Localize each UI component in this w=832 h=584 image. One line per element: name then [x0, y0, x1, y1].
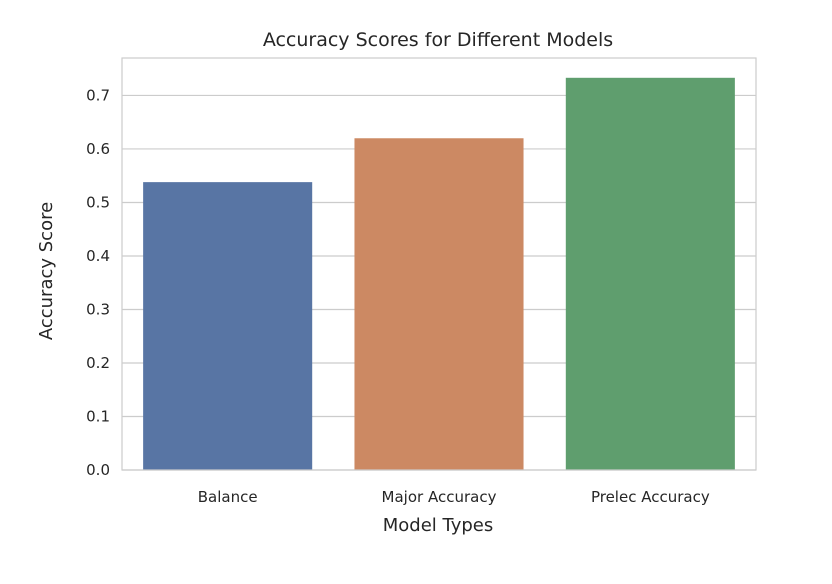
y-tick-label: 0.4 [86, 247, 110, 265]
plot-frame [121, 57, 757, 471]
y-tick-label: 0.7 [86, 86, 110, 104]
y-tick-label: 0.5 [86, 193, 110, 211]
x-tick-label: Major Accuracy [382, 488, 497, 506]
bar [354, 138, 524, 470]
bar [143, 182, 313, 470]
y-tick-labels: 0.0 0.1 0.2 0.3 0.4 0.5 0.6 0.7 [86, 86, 110, 479]
bar [565, 77, 735, 471]
x-tick-labels: Balance Major Accuracy Prelec Accuracy [198, 488, 710, 506]
bars [143, 77, 735, 471]
x-tick-label: Prelec Accuracy [591, 488, 710, 506]
y-axis-label: Accuracy Score [36, 202, 57, 340]
y-tick-label: 0.6 [86, 140, 110, 158]
x-tick-label: Balance [198, 488, 258, 506]
x-axis-label: Model Types [383, 515, 494, 536]
y-tick-label: 0.1 [86, 407, 110, 425]
y-tick-label: 0.0 [86, 461, 110, 479]
y-tick-label: 0.2 [86, 354, 110, 372]
y-tick-label: 0.3 [86, 300, 110, 318]
chart-title: Accuracy Scores for Different Models [263, 29, 613, 51]
